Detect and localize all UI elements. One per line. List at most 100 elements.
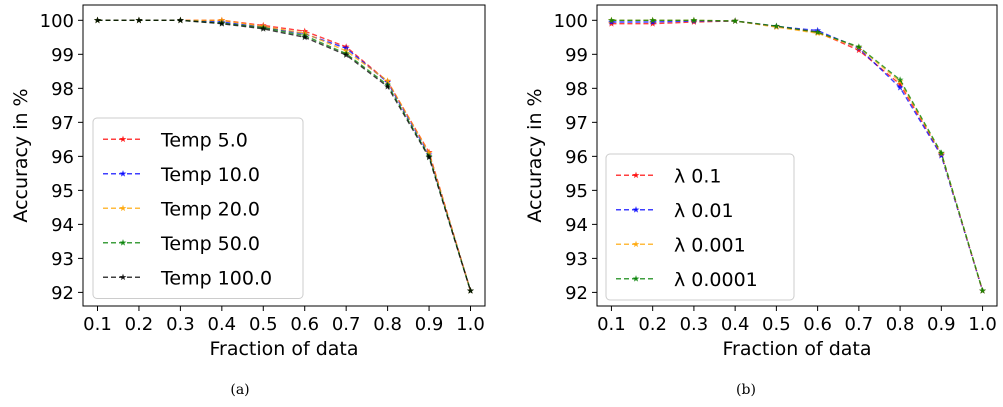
x-tick-label: 0.9 [415,314,444,335]
legend-item: λ 0.1 [616,165,722,187]
y-tick-label: 96 [51,147,74,168]
legend-item: Temp 5.0 [103,129,248,151]
x-axis-label: Fraction of data [722,338,871,360]
data-point [467,287,474,294]
data-point [649,16,657,24]
data-point [979,287,986,294]
series-line [97,19,472,291]
legend-label: Temp 50.0 [160,233,260,255]
legend-item: λ 0.0001 [616,269,758,291]
legend-item: Temp 50.0 [103,233,260,255]
x-tick-label: 0.5 [762,314,791,335]
y-tick-label: 93 [51,249,74,270]
panel-caption: (b) [736,382,756,398]
data-point [896,76,904,83]
x-tick-label: 0.3 [166,314,195,335]
legend-marker [632,275,640,282]
legend: Temp 5.0 Temp 10.0 Temp 20.0 Temp 50.0 Temp … [92,117,304,299]
x-tick-label: 0.6 [803,314,832,335]
y-tick-label: 97 [51,113,74,134]
data-point [731,17,739,24]
y-tick-label: 93 [565,249,588,270]
legend-marker [632,171,640,179]
legend-item: λ 0.001 [616,234,746,256]
y-axis-label: Accuracy in % [524,88,546,222]
chart-panel-1: 0.1 0.2 0.3 0.4 0.5 0.6 0.7 0.8 0.9 1.0 92 93 94 95 96… [10,4,486,360]
legend-label: Temp 20.0 [160,198,260,220]
x-tick-label: 0.8 [886,314,915,335]
x-tick-label: 0.5 [249,314,278,335]
y-tick-label: 99 [565,45,588,66]
series-4 [608,16,986,294]
data-point [94,16,101,24]
y-tick-label: 100 [40,11,74,32]
y-tick-label: 92 [565,283,588,304]
x-tick-label: 0.1 [597,314,626,335]
legend-item: Temp 10.0 [103,164,260,186]
data-point [384,77,392,84]
legend-label: λ 0.001 [674,234,746,256]
data-point [814,28,822,36]
data-point [135,16,143,24]
plot-frame [596,4,998,307]
legend-marker [119,170,127,177]
data-point [896,84,904,91]
x-axis-label: Fraction of data [209,338,358,360]
data-point [690,16,698,24]
legend-box [605,153,795,301]
data-point [772,22,780,29]
legend-marker [632,206,640,213]
legend: λ 0.1 λ 0.01 λ 0.001 λ 0.0001 [605,153,795,301]
y-tick-label: 99 [51,45,74,66]
x-tick-label: 0.4 [208,314,237,335]
x-tick-label: 0.2 [125,314,154,335]
x-tick-label: 0.2 [638,314,667,335]
legend-box [92,117,304,299]
series-line [611,19,984,291]
data-point [896,80,904,88]
data-point [218,20,226,27]
series-line [97,19,472,291]
legend-label: λ 0.01 [674,200,734,222]
x-tick-label: 0.3 [680,314,709,335]
legend-item: λ 0.01 [616,200,734,222]
legend-label: Temp 5.0 [160,129,248,151]
x-tick-label: 1.0 [456,314,485,335]
y-tick-label: 100 [554,11,588,32]
y-tick-label: 98 [565,79,588,100]
legend-item: Temp 100.0 [103,267,272,289]
x-tick-label: 0.7 [845,314,874,335]
data-point [855,43,863,50]
legend-marker [119,273,127,281]
x-tick-label: 1.0 [968,314,997,335]
data-point [342,51,350,58]
series-5 [94,16,474,294]
y-tick-label: 98 [51,79,74,100]
x-tick-label: 0.4 [721,314,750,335]
legend-marker [632,240,640,248]
y-tick-label: 94 [51,215,74,236]
x-tick-label: 0.7 [332,314,361,335]
legend-marker [119,204,127,212]
y-tick-label: 95 [51,181,74,202]
x-tick-label: 0.1 [83,314,112,335]
data-point [425,153,433,161]
data-point [937,149,945,156]
data-point [176,16,184,24]
data-point [259,25,267,32]
legend-label: Temp 100.0 [160,267,272,289]
data-point [608,16,615,24]
y-tick-label: 96 [565,147,588,168]
y-tick-label: 95 [565,181,588,202]
x-tick-label: 0.9 [927,314,956,335]
data-point [425,149,433,156]
y-tick-label: 97 [565,113,588,134]
plot-frame [82,4,486,307]
chart-panel-2: 0.1 0.2 0.3 0.4 0.5 0.6 0.7 0.8 0.9 1.0 92 93 94 95 96… [524,4,998,360]
legend-marker [119,239,127,246]
x-tick-label: 0.8 [373,314,402,335]
y-tick-label: 94 [565,215,588,236]
legend-marker [119,135,127,143]
data-point [301,33,309,41]
